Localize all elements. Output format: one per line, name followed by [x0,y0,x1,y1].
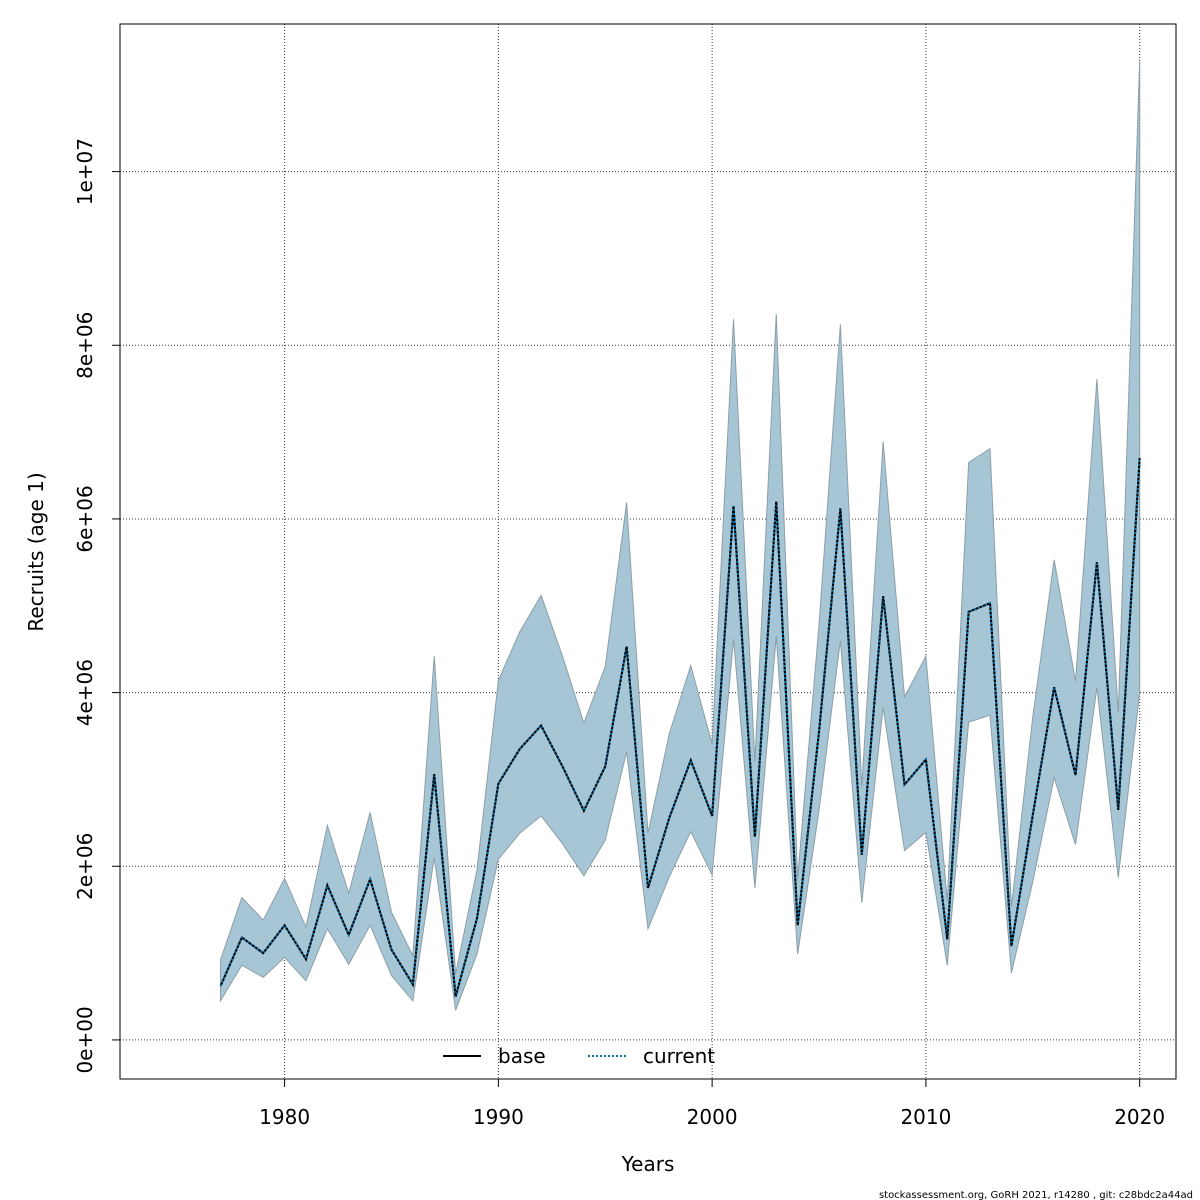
y-tick-label-1e+07: 1e+07 [73,138,97,205]
x-tick-label-2020: 2020 [1114,1105,1165,1129]
axes: 1980 1990 2000 2010 2020 0e+00 2e+06 4e+06 6e+06… [73,138,1165,1129]
x-tick-label-1980: 1980 [259,1105,310,1129]
x-tick-label-2000: 2000 [687,1105,738,1129]
confidence-interval-band [219,61,1141,1011]
x-tick-label-2010: 2010 [900,1105,951,1129]
y-tick-label-4e+06: 4e+06 [73,659,97,726]
y-tick-label-8e+06: 8e+06 [73,312,97,379]
y-tick-label-2e+06: 2e+06 [73,833,97,900]
x-tick-label-1990: 1990 [473,1105,524,1129]
series-line-current [219,458,1141,997]
y-tick-label-0e+00: 0e+00 [73,1006,97,1073]
plot-frame [119,23,1177,1080]
y-tick-label-6e+06: 6e+06 [73,485,97,552]
footer-credit: stockassessment.org, GoRH 2021, r14280 ,… [879,1190,1193,1200]
y-axis-title: Recruits (age 1) [24,472,48,631]
x-axis-title: Years [621,1152,675,1176]
series-lines [219,458,1141,997]
legend-label-current: current [643,1044,715,1068]
grid [120,24,1176,1079]
legend-label-base: base [498,1044,546,1068]
legend: base current [443,1044,715,1068]
